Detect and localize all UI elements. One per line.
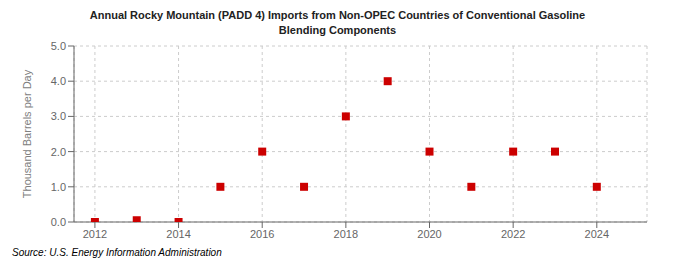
html-text:Annual Rocky Mountain (PADD 4): Annual Rocky Mountain (PADD 4) Imports f… [89,9,586,21]
svg-text:2018: 2018 [334,228,358,240]
svg-text:4.0: 4.0 [51,75,66,87]
svg-text:3.0: 3.0 [51,110,66,122]
svg-text:Thousand Barrels per Day: Thousand Barrels per Day [21,69,33,198]
svg-text:2020: 2020 [417,228,441,240]
svg-text:2022: 2022 [501,228,525,240]
html-text:Source: U.S. Energy Informatio: Source: U.S. Energy Information Administ… [12,247,222,258]
svg-text:2024: 2024 [585,228,609,240]
html-text:Blending Components: Blending Components [278,24,397,36]
svg-text:5.0: 5.0 [51,40,66,52]
svg-text:2012: 2012 [83,228,107,240]
svg-text:2016: 2016 [250,228,274,240]
svg-text:2014: 2014 [166,228,190,240]
svg-text:2.0: 2.0 [51,146,66,158]
svg-text:0.0: 0.0 [51,216,66,228]
svg-text:1.0: 1.0 [51,181,66,193]
